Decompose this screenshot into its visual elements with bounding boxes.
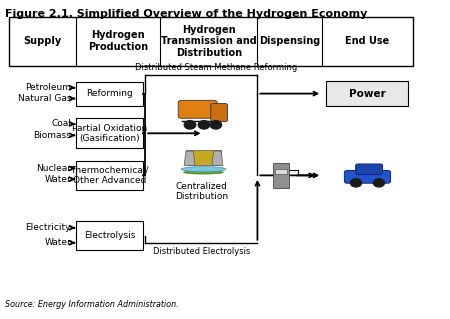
Bar <box>76 118 143 148</box>
Ellipse shape <box>181 167 226 172</box>
Text: Biomass: Biomass <box>33 131 71 140</box>
Text: Source: Energy Information Administration.: Source: Energy Information Administratio… <box>5 300 179 309</box>
Ellipse shape <box>184 171 223 174</box>
FancyBboxPatch shape <box>211 104 228 122</box>
Circle shape <box>198 121 210 129</box>
Text: Centralized
Distribution: Centralized Distribution <box>175 182 228 201</box>
Bar <box>9 17 413 66</box>
FancyBboxPatch shape <box>344 171 391 183</box>
Bar <box>327 81 409 106</box>
Bar <box>273 163 289 188</box>
Polygon shape <box>212 151 223 165</box>
Text: Power: Power <box>349 89 386 99</box>
Text: Hydrogen
Production: Hydrogen Production <box>88 30 148 52</box>
Circle shape <box>374 179 384 187</box>
Text: End Use: End Use <box>345 36 390 46</box>
Text: Nuclear: Nuclear <box>36 164 71 173</box>
Circle shape <box>184 121 196 129</box>
Text: Coal: Coal <box>51 119 71 129</box>
Bar <box>76 161 143 190</box>
Bar <box>76 221 143 250</box>
Bar <box>186 150 221 165</box>
Text: Figure 2.1. Simplified Overview of the Hydrogen Economy: Figure 2.1. Simplified Overview of the H… <box>5 9 367 19</box>
Text: Partial Oxidation
(Gasification): Partial Oxidation (Gasification) <box>72 123 147 143</box>
Text: Reforming: Reforming <box>86 89 133 98</box>
Text: Water: Water <box>44 175 71 184</box>
Text: Dispensing: Dispensing <box>259 36 320 46</box>
Circle shape <box>351 179 361 187</box>
Text: Electrolysis: Electrolysis <box>84 231 135 240</box>
Text: Water: Water <box>44 238 71 247</box>
FancyBboxPatch shape <box>356 164 382 174</box>
Bar <box>275 168 287 174</box>
FancyBboxPatch shape <box>178 100 217 118</box>
Text: Natural Gas: Natural Gas <box>18 94 71 103</box>
Text: Supply: Supply <box>24 36 62 46</box>
Text: Petroleum: Petroleum <box>25 83 71 92</box>
Text: Thermochemical/
Other Advanced: Thermochemical/ Other Advanced <box>70 166 149 185</box>
Text: Distributed Electrolysis: Distributed Electrolysis <box>153 248 250 256</box>
Polygon shape <box>184 151 195 165</box>
Circle shape <box>210 121 221 129</box>
Text: Electricity: Electricity <box>26 223 71 232</box>
Bar <box>76 82 143 106</box>
Text: Distributed Steam Methane Reforming: Distributed Steam Methane Reforming <box>135 63 297 71</box>
Text: Hydrogen
Transmission and
Distribution: Hydrogen Transmission and Distribution <box>161 25 257 58</box>
